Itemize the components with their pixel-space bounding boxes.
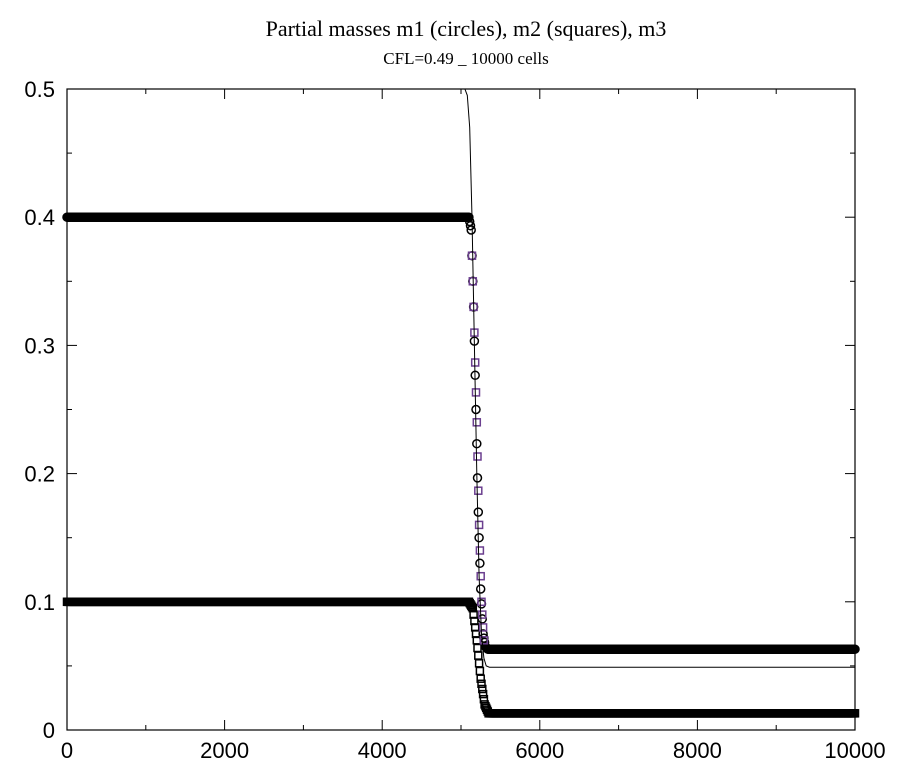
data-point — [474, 659, 484, 668]
series-1 — [62, 597, 860, 718]
plot-frame — [66, 88, 856, 731]
data-point — [472, 473, 483, 483]
data-point — [477, 679, 486, 689]
data-point — [473, 452, 482, 461]
x-tick-label: 0 — [61, 738, 73, 763]
x-tick-label: 8000 — [673, 738, 722, 763]
y-tick-label: 0 — [43, 718, 55, 743]
data-point — [478, 684, 487, 694]
data-point — [473, 507, 484, 517]
data-point — [478, 610, 487, 619]
series-3 — [464, 88, 855, 668]
chart-subtitle: CFL=0.49 _ 10000 cells — [383, 49, 548, 68]
data-point — [464, 212, 474, 222]
data-point — [479, 636, 489, 645]
data-point — [474, 651, 483, 660]
data-point — [477, 597, 486, 607]
data-point — [473, 643, 482, 653]
data-point — [472, 418, 482, 427]
data-point — [475, 666, 485, 676]
data-point — [476, 571, 485, 581]
y-tick-label: 0.2 — [24, 462, 55, 487]
data-point — [474, 520, 484, 530]
chart-title: Partial masses m1 (circles), m2 (squares… — [266, 16, 667, 41]
data-point — [474, 532, 484, 543]
axis-tick-labels: 0 2000 4000 6000 8000 10000 0 0.1 0.2 0.3 0.4 0.5 — [24, 77, 885, 763]
data-point — [475, 558, 485, 569]
y-tick-label: 0.4 — [24, 205, 55, 230]
data-point — [471, 388, 481, 397]
data-point — [478, 689, 488, 699]
data-series — [62, 88, 860, 718]
series-line — [464, 88, 855, 668]
data-point — [466, 601, 476, 610]
x-tick-label: 10000 — [824, 738, 885, 763]
data-point — [475, 546, 485, 555]
series-2 — [467, 251, 489, 645]
data-point — [476, 674, 485, 683]
y-tick-label: 0.5 — [24, 77, 55, 102]
data-point — [474, 486, 483, 495]
data-point — [465, 220, 476, 231]
y-tick-label: 0.1 — [24, 590, 55, 615]
x-tick-label: 2000 — [200, 738, 249, 763]
x-tick-label: 6000 — [515, 738, 564, 763]
y-tick-label: 0.3 — [24, 333, 55, 358]
x-tick-label: 4000 — [358, 738, 407, 763]
series-0 — [62, 212, 860, 654]
data-point — [466, 225, 476, 235]
data-point — [475, 584, 486, 594]
data-point — [478, 623, 488, 632]
data-point — [467, 251, 477, 260]
data-point — [472, 438, 482, 449]
axis-ticks — [66, 88, 856, 731]
